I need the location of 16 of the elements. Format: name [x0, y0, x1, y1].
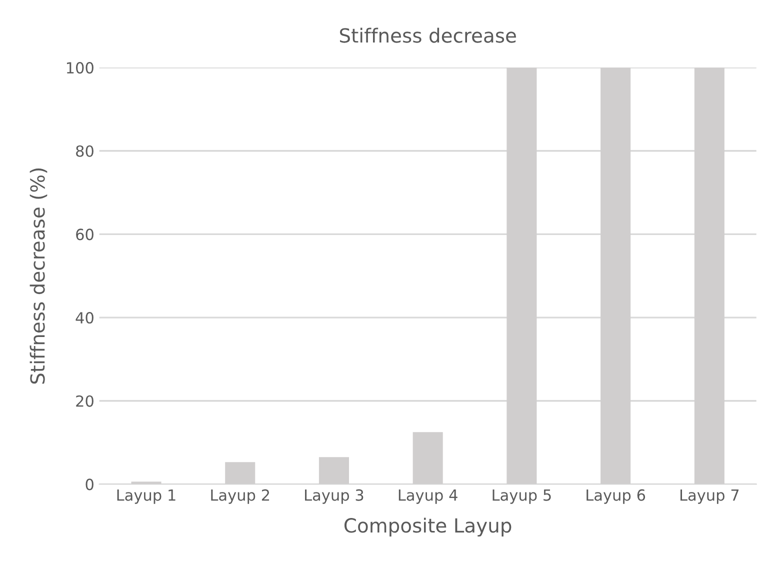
x-tick-label: Layup 7 — [680, 490, 739, 504]
x-axis-title: Composite Layup — [344, 518, 512, 537]
y-tick-label: 0 — [86, 478, 94, 490]
x-tick-label: Layup 6 — [586, 489, 646, 504]
y-tick-label: 80 — [76, 145, 94, 157]
y-tick-label: 40 — [76, 312, 94, 324]
y-axis-title: Stiffness decrease (%) — [30, 168, 48, 384]
y-tick-label: 100 — [66, 62, 94, 74]
x-tick-label: Layup 3 — [305, 489, 364, 504]
y-tick-label: 60 — [76, 228, 94, 240]
x-tick-label: Layup 2 — [211, 489, 270, 504]
x-tick-label: Layup 1 — [117, 490, 176, 504]
chart-title: Stiffness decrease — [340, 28, 516, 43]
y-tick-label: 20 — [76, 395, 94, 407]
x-tick-label: Layup 5 — [492, 490, 551, 504]
x-tick-label: Layup 4 — [398, 490, 458, 504]
